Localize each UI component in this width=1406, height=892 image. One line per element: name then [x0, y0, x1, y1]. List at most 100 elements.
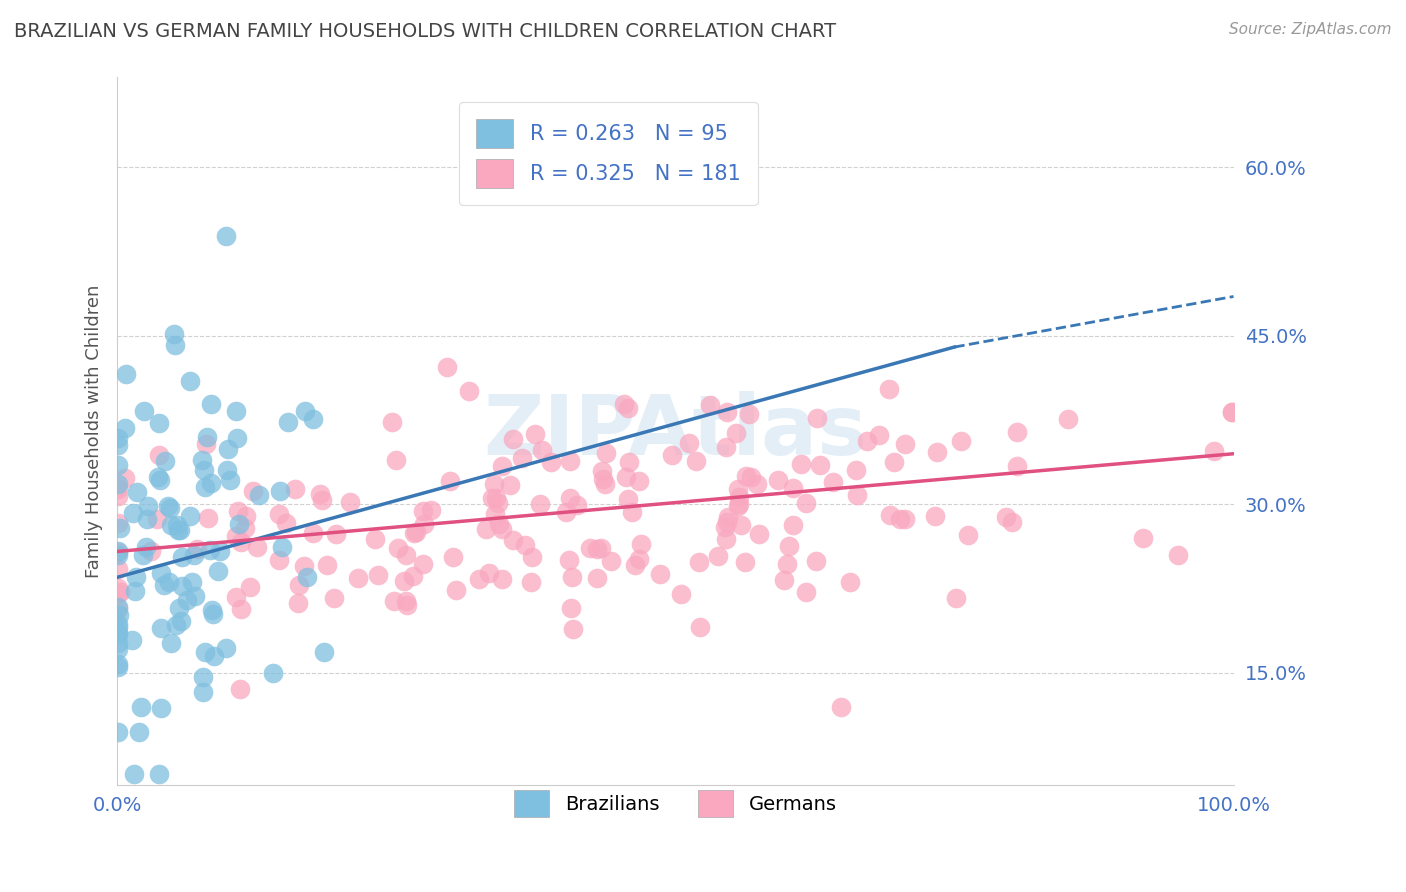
- Point: [728, 497, 751, 511]
- Point: [114, 367, 136, 381]
- Point: [179, 375, 201, 389]
- Point: [484, 477, 506, 491]
- Point: [323, 591, 346, 605]
- Point: [778, 539, 800, 553]
- Point: [107, 476, 129, 491]
- Point: [228, 682, 250, 697]
- Point: [287, 597, 309, 611]
- Point: [402, 525, 425, 540]
- Point: [823, 475, 845, 489]
- Point: [194, 480, 217, 494]
- Point: [217, 463, 239, 477]
- Point: [1222, 405, 1244, 419]
- Point: [486, 496, 509, 510]
- Point: [540, 455, 562, 469]
- Point: [235, 509, 257, 524]
- Point: [782, 481, 804, 495]
- Point: [699, 398, 721, 412]
- Point: [578, 541, 600, 555]
- Point: [794, 496, 817, 510]
- Point: [730, 517, 752, 532]
- Point: [613, 397, 636, 411]
- Point: [229, 602, 252, 616]
- Point: [1056, 411, 1078, 425]
- Point: [520, 575, 543, 590]
- Point: [107, 627, 129, 641]
- Point: [558, 553, 581, 567]
- Y-axis label: Family Households with Children: Family Households with Children: [86, 285, 103, 578]
- Point: [193, 463, 215, 477]
- Point: [392, 574, 415, 588]
- Point: [141, 544, 163, 558]
- Point: [148, 448, 170, 462]
- Point: [499, 478, 522, 492]
- Text: Source: ZipAtlas.com: Source: ZipAtlas.com: [1229, 22, 1392, 37]
- Point: [883, 455, 905, 469]
- Point: [927, 444, 949, 458]
- Point: [347, 571, 370, 585]
- Point: [945, 591, 967, 605]
- Point: [163, 326, 186, 341]
- Point: [1132, 531, 1154, 545]
- Point: [714, 440, 737, 454]
- Point: [107, 724, 129, 739]
- Point: [309, 486, 332, 500]
- Point: [561, 570, 583, 584]
- Point: [159, 500, 181, 515]
- Point: [725, 425, 748, 440]
- Point: [219, 473, 242, 487]
- Point: [412, 557, 434, 571]
- Point: [529, 497, 551, 511]
- Point: [776, 558, 799, 572]
- Point: [246, 540, 269, 554]
- Point: [894, 512, 917, 526]
- Point: [531, 442, 554, 457]
- Point: [439, 474, 461, 488]
- Point: [661, 448, 683, 462]
- Point: [727, 482, 749, 496]
- Point: [856, 434, 879, 448]
- Point: [1167, 548, 1189, 562]
- Point: [689, 620, 711, 634]
- Point: [200, 397, 222, 411]
- Point: [740, 469, 762, 483]
- Point: [845, 463, 868, 477]
- Point: [262, 665, 284, 680]
- Point: [1222, 405, 1244, 419]
- Point: [108, 520, 131, 534]
- Point: [135, 541, 157, 555]
- Point: [277, 416, 299, 430]
- Point: [628, 474, 651, 488]
- Point: [713, 520, 735, 534]
- Point: [846, 488, 869, 502]
- Point: [894, 437, 917, 451]
- Point: [153, 454, 176, 468]
- Point: [136, 512, 159, 526]
- Point: [617, 455, 640, 469]
- Point: [595, 446, 617, 460]
- Point: [150, 701, 173, 715]
- Point: [200, 602, 222, 616]
- Point: [301, 525, 323, 540]
- Point: [195, 430, 218, 444]
- Point: [191, 685, 214, 699]
- Point: [107, 544, 129, 558]
- Point: [107, 548, 129, 562]
- Point: [810, 458, 832, 473]
- Point: [136, 500, 159, 514]
- Point: [314, 645, 336, 659]
- Point: [513, 538, 536, 552]
- Point: [121, 633, 143, 648]
- Point: [274, 516, 297, 530]
- Point: [107, 482, 129, 496]
- Point: [124, 584, 146, 599]
- Point: [484, 507, 506, 521]
- Point: [1204, 443, 1226, 458]
- Point: [226, 431, 249, 445]
- Point: [152, 577, 174, 591]
- Point: [475, 522, 498, 536]
- Point: [714, 533, 737, 547]
- Point: [468, 572, 491, 586]
- Point: [200, 476, 222, 491]
- Point: [149, 473, 172, 487]
